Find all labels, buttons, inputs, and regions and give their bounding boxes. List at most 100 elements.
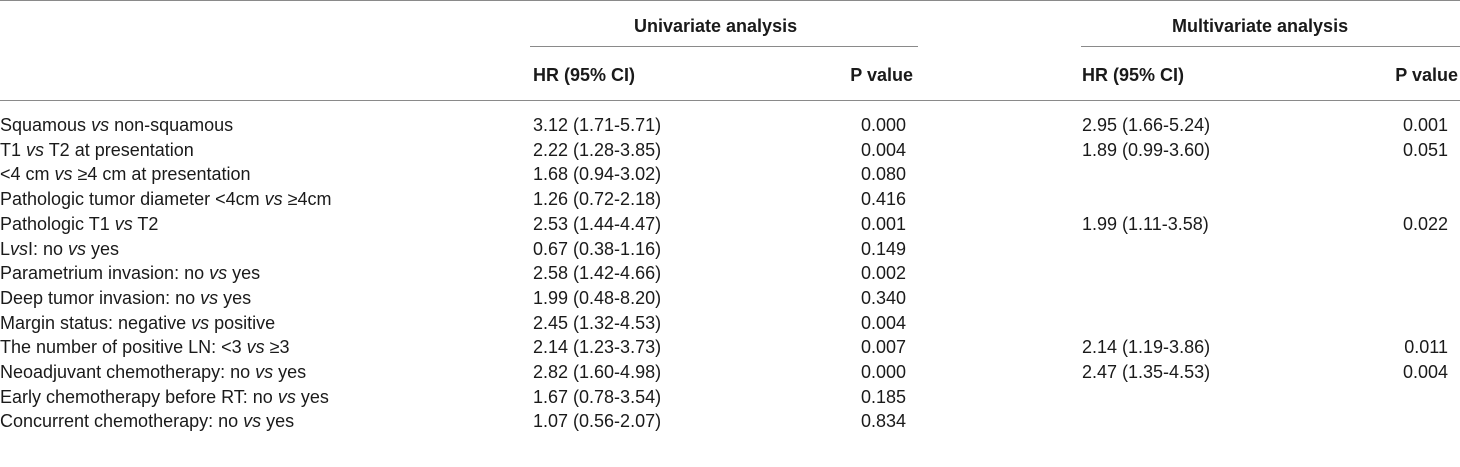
label-text: Parametrium invasion: no (0, 263, 210, 284)
label-text: ≥4 cm at presentation (72, 164, 251, 185)
uni-hr-cell: 1.26 (0.72-2.18) (533, 189, 662, 210)
uni-hr-cell: 2.22 (1.28-3.85) (533, 139, 662, 160)
uni-hr-cell: 1.67 (0.78-3.54) (533, 386, 662, 407)
table-row: T1 vs T2 at presentation 2.22 (1.28-3.85)… (0, 138, 1460, 163)
variable-label: Pathologic T1 vs T2 (0, 212, 158, 236)
uni-hr-cell: 2.58 (1.42-4.66) (533, 263, 662, 284)
label-text: Early chemotherapy before RT: no (0, 386, 278, 407)
uni-p-cell: 0.149 (860, 238, 906, 259)
variable-label: Pathologic tumor diameter <4cm vs ≥4cm (0, 187, 332, 211)
vs-italic: vs (255, 362, 274, 382)
uni-p-cell: 0.080 (860, 164, 906, 185)
multi-p-column-header: P value (1395, 65, 1458, 85)
uni-hr-cell: 3.12 (1.71-5.71) (533, 115, 662, 135)
vs-italic: vs (114, 213, 133, 234)
uni-hr-cell: 2.45 (1.32-4.53) (533, 312, 662, 333)
vs-italic: vs (277, 386, 296, 407)
uni-p-cell: 0.834 (860, 411, 906, 432)
label-text: non-squamous (109, 115, 234, 135)
uni-p-cell: 0.004 (860, 312, 906, 333)
label-text: yes (295, 386, 329, 407)
multi-p-cell: 0.022 (1402, 213, 1448, 234)
table-row: Early chemotherapy before RT: no vs yes 1… (0, 385, 1460, 410)
multi-hr-cell: 2.95 (1.66-5.24) (1082, 115, 1211, 135)
variable-label: Parametrium invasion: no vs yes (0, 261, 260, 285)
table-row: Squamous vs non-squamous 3.12 (1.71-5.71)… (0, 113, 1460, 138)
label-text: I: no (28, 238, 69, 259)
uni-p-cell: 0.000 (860, 362, 906, 382)
uni-hr-cell: 1.07 (0.56-2.07) (533, 411, 662, 432)
table-row: Concurrent chemotherapy: no vs yes 1.07 (… (0, 409, 1460, 434)
label-text: L (0, 238, 11, 259)
vs-italic: vs (10, 238, 29, 259)
table-row: Parametrium invasion: no vs yes 2.58 (1.4… (0, 261, 1460, 286)
label-text: yes (227, 263, 261, 284)
vs-italic: vs (246, 337, 265, 358)
label-text: Neoadjuvant chemotherapy: no (0, 362, 256, 382)
uni-hr-cell: 2.53 (1.44-4.47) (533, 213, 662, 234)
table-row: Neoadjuvant chemotherapy: no vs yes 2.82 … (0, 360, 1460, 385)
uni-p-column-header: P value (850, 65, 913, 85)
uni-hr-cell: 2.14 (1.23-3.73) (533, 337, 662, 358)
variable-label: LvsI: no vs yes (0, 237, 119, 261)
uni-p-cell: 0.000 (860, 115, 906, 135)
vs-italic: vs (68, 238, 87, 259)
label-text: yes (218, 287, 252, 308)
vs-italic: vs (191, 312, 210, 333)
label-text: <4 cm (0, 164, 55, 185)
label-text: Squamous (0, 115, 92, 135)
label-text: T2 at presentation (44, 139, 194, 160)
table-row: <4 cm vs ≥4 cm at presentation 1.68 (0.94… (0, 162, 1460, 187)
uni-p-cell: 0.001 (860, 213, 906, 234)
label-text: Pathologic T1 (0, 213, 115, 234)
variable-label: Neoadjuvant chemotherapy: no vs yes (0, 360, 306, 384)
multivariate-group-header: Multivariate analysis (1172, 16, 1349, 36)
vs-italic: vs (26, 139, 45, 160)
variable-label: The number of positive LN: <3 vs ≥3 (0, 335, 290, 359)
header-bottom-rule (0, 100, 1460, 101)
multi-p-cell: 0.011 (1404, 337, 1448, 358)
label-text: ≥3 (264, 337, 290, 358)
variable-label: Concurrent chemotherapy: no vs yes (0, 409, 294, 433)
uni-p-cell: 0.340 (860, 287, 906, 308)
label-text: T1 (0, 139, 27, 160)
uni-hr-cell: 0.67 (0.38-1.16) (533, 238, 662, 259)
label-text: The number of positive LN: <3 (0, 337, 247, 358)
uni-hr-cell: 2.82 (1.60-4.98) (533, 362, 662, 382)
label-text: Pathologic tumor diameter <4cm (0, 189, 265, 210)
label-text: yes (273, 362, 307, 382)
univariate-underline (530, 46, 918, 47)
table-row: Deep tumor invasion: no vs yes 1.99 (0.48… (0, 286, 1460, 311)
table-top-rule (0, 0, 1460, 1)
label-text: yes (86, 238, 120, 259)
uni-hr-column-header: HR (95% CI) (533, 65, 636, 85)
multi-hr-cell: 2.47 (1.35-4.53) (1082, 362, 1211, 382)
vs-italic: vs (264, 189, 283, 210)
uni-p-cell: 0.004 (860, 139, 906, 160)
vs-italic: vs (209, 263, 228, 284)
multi-p-cell: 0.051 (1402, 139, 1448, 160)
label-text: positive (209, 312, 276, 333)
label-text: ≥4cm (282, 189, 332, 210)
multi-hr-cell: 2.14 (1.19-3.86) (1082, 337, 1211, 358)
uni-p-cell: 0.002 (860, 263, 906, 284)
table-row: Margin status: negative vs positive 2.45 … (0, 311, 1460, 336)
variable-label: T1 vs T2 at presentation (0, 138, 194, 162)
vs-italic: vs (91, 115, 110, 135)
uni-hr-cell: 1.68 (0.94-3.02) (533, 164, 662, 185)
table-row: Pathologic tumor diameter <4cm vs ≥4cm 1.… (0, 187, 1460, 212)
multi-p-cell: 0.004 (1402, 362, 1448, 382)
uni-p-cell: 0.185 (860, 386, 906, 407)
multi-hr-cell: 1.99 (1.11-3.58) (1082, 213, 1209, 234)
label-text: Deep tumor invasion: no (0, 287, 201, 308)
label-text: Concurrent chemotherapy: no (0, 411, 244, 432)
variable-label: Deep tumor invasion: no vs yes (0, 286, 251, 310)
vs-italic: vs (54, 164, 73, 185)
table-row: LvsI: no vs yes 0.67 (0.38-1.16) 0.149 (0, 237, 1460, 262)
variable-label: Squamous vs non-squamous (0, 113, 233, 137)
multi-p-cell: 0.001 (1402, 115, 1448, 135)
multivariate-underline (1081, 46, 1460, 47)
variable-label: <4 cm vs ≥4 cm at presentation (0, 162, 251, 186)
uni-hr-cell: 1.99 (0.48-8.20) (533, 287, 662, 308)
